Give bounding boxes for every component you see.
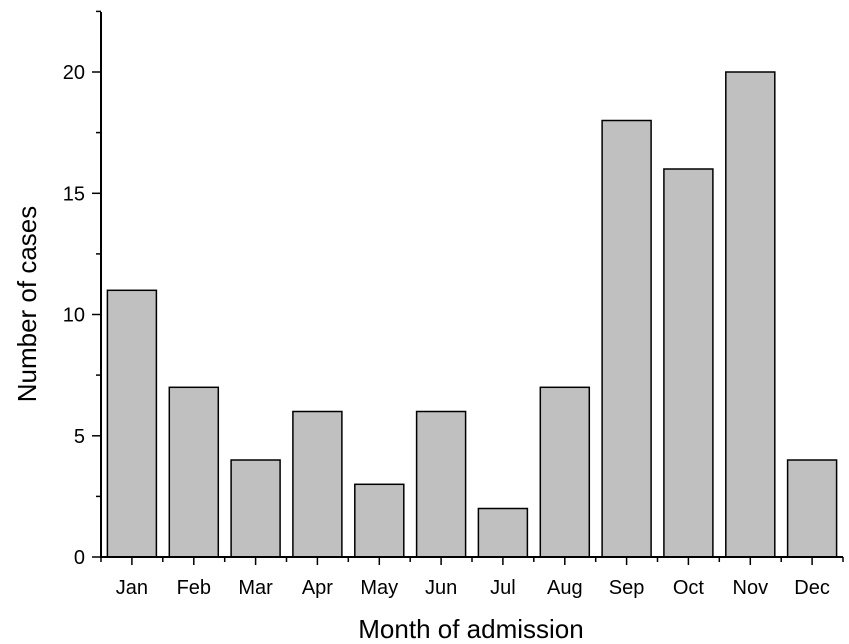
y-tick-label: 20 — [63, 62, 85, 84]
bar-may — [354, 483, 405, 558]
x-tick-label: Oct — [673, 577, 705, 599]
x-axis-title: Month of admission — [358, 614, 583, 644]
bar-apr — [292, 410, 343, 558]
bar-aug — [539, 386, 591, 558]
x-tick-label: Dec — [794, 577, 830, 599]
x-tick-label: Jul — [490, 577, 516, 599]
bar-dec — [786, 459, 838, 558]
y-tick-label: 10 — [63, 305, 85, 327]
x-ticks-group: Jan Feb Mar Apr May Jun Jul Aug Sep Oct Nov Dec — [100, 557, 844, 599]
x-tick-label: Apr — [302, 577, 333, 599]
bar-jul — [477, 507, 529, 558]
x-tick-label: Mar — [238, 577, 273, 599]
x-tick-label: Feb — [177, 577, 211, 599]
y-tick-label: 5 — [74, 426, 85, 448]
x-tick-label: Aug — [547, 577, 583, 599]
bar-mar — [230, 459, 281, 558]
x-tick-label: Jan — [116, 577, 148, 599]
bar-sep — [601, 119, 652, 558]
x-tick-label: Jun — [425, 577, 457, 599]
bar-oct — [663, 168, 714, 558]
x-tick-label: May — [360, 577, 398, 599]
x-tick-label: Sep — [609, 577, 645, 599]
bar-feb — [168, 386, 220, 558]
y-ticks-group: 0 5 10 15 20 — [63, 10, 101, 569]
x-tick-label: Nov — [733, 577, 769, 599]
bar-nov — [725, 71, 776, 558]
y-axis-title: Number of cases — [12, 206, 42, 403]
bar-jan — [106, 289, 158, 558]
y-tick-label: 0 — [74, 547, 85, 569]
y-tick-label: 15 — [63, 183, 85, 205]
bar-jun — [415, 410, 467, 558]
bars-group — [106, 71, 838, 558]
